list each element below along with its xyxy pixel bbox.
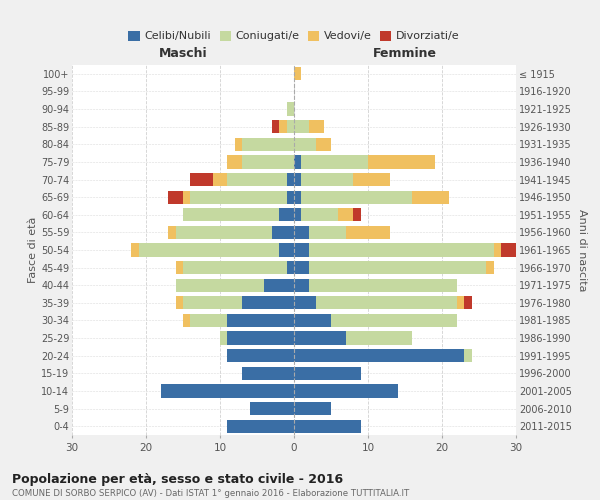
Bar [212, 173, 227, 186]
Bar [368, 156, 434, 168]
Bar [183, 190, 190, 204]
Bar [294, 120, 309, 134]
Bar [190, 314, 227, 327]
Bar [294, 314, 331, 327]
Bar [301, 208, 338, 222]
Bar [294, 296, 316, 310]
Bar [272, 120, 279, 134]
Bar [301, 173, 353, 186]
Bar [294, 261, 309, 274]
Bar [176, 278, 265, 292]
Bar [287, 261, 294, 274]
Bar [464, 349, 472, 362]
Bar [301, 190, 412, 204]
Bar [346, 332, 412, 344]
Bar [494, 244, 501, 256]
Bar [176, 296, 183, 310]
Bar [250, 402, 294, 415]
Bar [242, 366, 294, 380]
Bar [161, 384, 294, 398]
Y-axis label: Fasce di età: Fasce di età [28, 217, 38, 283]
Text: Femmine: Femmine [373, 46, 437, 60]
Bar [279, 120, 287, 134]
Text: Maschi: Maschi [158, 46, 208, 60]
Bar [294, 402, 331, 415]
Bar [183, 208, 279, 222]
Bar [131, 244, 139, 256]
Bar [309, 261, 487, 274]
Bar [183, 296, 242, 310]
Bar [176, 226, 272, 239]
Bar [294, 278, 309, 292]
Bar [338, 208, 353, 222]
Bar [501, 244, 523, 256]
Bar [227, 332, 294, 344]
Bar [139, 244, 279, 256]
Bar [294, 420, 361, 433]
Bar [294, 190, 301, 204]
Bar [316, 296, 457, 310]
Bar [294, 349, 464, 362]
Bar [487, 261, 494, 274]
Bar [294, 208, 301, 222]
Bar [294, 138, 316, 151]
Bar [294, 366, 361, 380]
Bar [220, 332, 227, 344]
Bar [272, 226, 294, 239]
Bar [190, 190, 287, 204]
Bar [287, 120, 294, 134]
Bar [242, 296, 294, 310]
Bar [316, 138, 331, 151]
Bar [190, 173, 212, 186]
Bar [227, 156, 242, 168]
Bar [331, 314, 457, 327]
Bar [227, 420, 294, 433]
Bar [457, 296, 464, 310]
Bar [464, 296, 472, 310]
Bar [279, 208, 294, 222]
Bar [301, 156, 368, 168]
Bar [235, 138, 242, 151]
Bar [294, 332, 346, 344]
Bar [412, 190, 449, 204]
Bar [279, 244, 294, 256]
Bar [294, 67, 301, 80]
Bar [183, 261, 287, 274]
Bar [287, 102, 294, 116]
Bar [242, 138, 294, 151]
Bar [168, 190, 183, 204]
Bar [309, 244, 494, 256]
Bar [265, 278, 294, 292]
Bar [294, 156, 301, 168]
Legend: Celibi/Nubili, Coniugati/e, Vedovi/e, Divorziati/e: Celibi/Nubili, Coniugati/e, Vedovi/e, Di… [124, 26, 464, 46]
Bar [183, 314, 190, 327]
Text: Popolazione per età, sesso e stato civile - 2016: Popolazione per età, sesso e stato civil… [12, 472, 343, 486]
Bar [346, 226, 390, 239]
Text: COMUNE DI SORBO SERPICO (AV) - Dati ISTAT 1° gennaio 2016 - Elaborazione TUTTITA: COMUNE DI SORBO SERPICO (AV) - Dati ISTA… [12, 489, 409, 498]
Bar [294, 244, 309, 256]
Bar [353, 208, 361, 222]
Bar [242, 156, 294, 168]
Bar [176, 261, 183, 274]
Y-axis label: Anni di nascita: Anni di nascita [577, 209, 587, 291]
Bar [309, 120, 323, 134]
Bar [227, 314, 294, 327]
Bar [309, 226, 346, 239]
Bar [294, 384, 398, 398]
Bar [227, 349, 294, 362]
Bar [294, 226, 309, 239]
Bar [294, 173, 301, 186]
Bar [227, 173, 287, 186]
Bar [353, 173, 390, 186]
Bar [168, 226, 176, 239]
Bar [309, 278, 457, 292]
Bar [287, 190, 294, 204]
Bar [287, 173, 294, 186]
